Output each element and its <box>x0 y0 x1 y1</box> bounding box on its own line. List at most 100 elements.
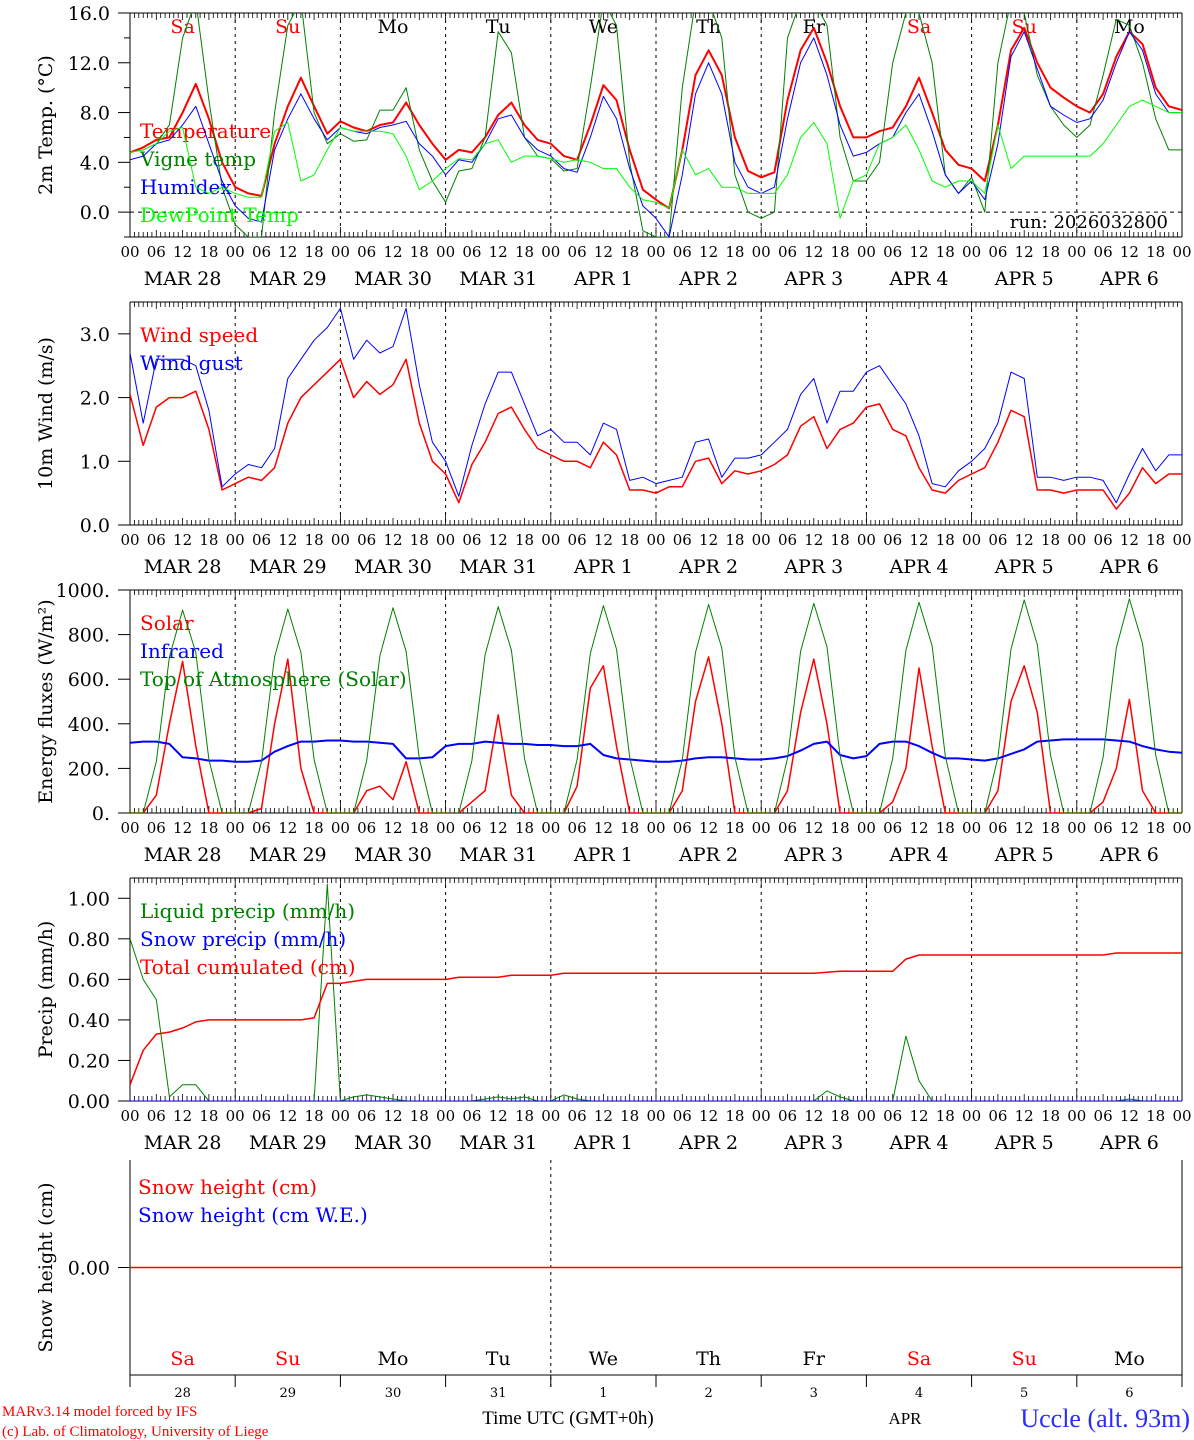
series-vigne-temp <box>130 13 1182 237</box>
hour-tick-label: 12 <box>1120 243 1139 261</box>
hour-tick-label: 18 <box>515 243 534 261</box>
hour-tick-label: 06 <box>252 819 271 837</box>
date-label: MAR 30 <box>354 268 432 290</box>
panel-3-ytick-label: 400. <box>68 714 110 736</box>
hour-tick-label: 00 <box>1067 243 1086 261</box>
hour-tick-label: 00 <box>120 243 139 261</box>
hour-tick-label: 06 <box>988 1107 1007 1125</box>
panel-3-ytick-label: 600. <box>68 669 110 691</box>
panel-4-ytick-label: 1.00 <box>68 888 110 910</box>
hour-tick-label: 18 <box>305 531 324 549</box>
date-label: APR 5 <box>994 844 1054 866</box>
date-label: MAR 31 <box>459 268 537 290</box>
hour-tick-label: 18 <box>305 1107 324 1125</box>
series-humidex <box>130 31 1182 237</box>
hour-tick-label: 18 <box>936 819 955 837</box>
date-label: APR 4 <box>889 268 949 290</box>
date-label: APR 3 <box>783 268 843 290</box>
hour-tick-label: 12 <box>278 1107 297 1125</box>
panel-4-ytick-label: 0.60 <box>68 969 110 991</box>
day-number-label: 2 <box>704 1386 712 1401</box>
date-label: MAR 28 <box>144 1132 222 1154</box>
hour-tick-label: 00 <box>541 819 560 837</box>
hour-tick-label: 06 <box>357 531 376 549</box>
hour-tick-label: 06 <box>252 531 271 549</box>
hour-tick-label: 00 <box>120 819 139 837</box>
hour-tick-label: 00 <box>120 531 139 549</box>
hour-tick-label: 06 <box>1094 1107 1113 1125</box>
hour-tick-label: 00 <box>331 819 350 837</box>
hour-tick-label: 18 <box>831 1107 850 1125</box>
hour-tick-label: 00 <box>331 1107 350 1125</box>
hour-tick-label: 06 <box>357 1107 376 1125</box>
hour-tick-label: 12 <box>594 243 613 261</box>
hour-tick-label: 00 <box>752 819 771 837</box>
hour-tick-label: 12 <box>173 243 192 261</box>
panel-2-ytick-label: 0.0 <box>80 515 110 537</box>
panel-5-ylabel: Snow height (cm) <box>35 1182 57 1352</box>
hour-tick-label: 18 <box>936 1107 955 1125</box>
hour-tick-label: 12 <box>489 531 508 549</box>
legend-top-of-atmosphere-solar-: Top of Atmosphere (Solar) <box>140 667 407 691</box>
hour-tick-label: 06 <box>1094 243 1113 261</box>
legend-vigne-temp: Vigne temp <box>139 147 256 171</box>
hour-tick-label: 12 <box>278 531 297 549</box>
hour-tick-label: 00 <box>226 243 245 261</box>
hour-tick-label: 00 <box>857 531 876 549</box>
panel-4-ytick-label: 0.20 <box>68 1050 110 1072</box>
hour-tick-label: 06 <box>462 531 481 549</box>
date-label: MAR 31 <box>459 556 537 578</box>
series-temperature <box>130 26 1182 210</box>
panel-2-ytick-label: 3.0 <box>80 324 110 346</box>
weekday-label: We <box>589 16 618 38</box>
hour-tick-label: 00 <box>541 1107 560 1125</box>
hour-tick-label: 12 <box>278 243 297 261</box>
day-number-label: 3 <box>810 1386 818 1401</box>
hour-tick-label: 18 <box>620 531 639 549</box>
hour-tick-label: 06 <box>568 1107 587 1125</box>
hour-tick-label: 18 <box>410 819 429 837</box>
hour-tick-label: 00 <box>226 531 245 549</box>
hour-tick-label: 06 <box>252 243 271 261</box>
hour-tick-label: 06 <box>1094 531 1113 549</box>
hour-tick-label: 18 <box>936 531 955 549</box>
hour-tick-label: 00 <box>541 243 560 261</box>
hour-tick-label: 06 <box>147 243 166 261</box>
date-label: MAR 29 <box>249 1132 327 1154</box>
panel-3-hour-ticks <box>129 590 1183 813</box>
date-label: APR 2 <box>678 556 738 578</box>
weekday-label: We <box>589 1348 618 1370</box>
hour-tick-label: 00 <box>857 1107 876 1125</box>
date-label: APR 6 <box>1099 1132 1159 1154</box>
hour-tick-label: 00 <box>1067 819 1086 837</box>
hour-tick-label: 06 <box>568 243 587 261</box>
hour-tick-label: 00 <box>962 531 981 549</box>
hour-tick-label: 00 <box>226 1107 245 1125</box>
hour-tick-label: 18 <box>725 1107 744 1125</box>
date-label: APR 2 <box>678 268 738 290</box>
day-number-label: 31 <box>490 1386 507 1401</box>
hour-tick-label: 12 <box>699 243 718 261</box>
run-label: run: 2026032800 <box>1010 212 1168 233</box>
hour-tick-label: 18 <box>620 1107 639 1125</box>
series-infrared <box>130 738 1182 763</box>
date-label: MAR 30 <box>354 844 432 866</box>
hour-tick-label: 18 <box>725 243 744 261</box>
day-number-label: 28 <box>174 1386 191 1401</box>
panel-3-ylabel: Energy fluxes (W/m²) <box>35 599 57 803</box>
legend-liquid-precip-mm-h-: Liquid precip (mm/h) <box>140 899 355 923</box>
hour-tick-label: 06 <box>673 819 692 837</box>
weekday-label: Fr <box>803 16 826 38</box>
hour-tick-label: 00 <box>962 243 981 261</box>
date-label: MAR 29 <box>249 844 327 866</box>
series-solar <box>130 656 1182 813</box>
date-label: APR 5 <box>994 268 1054 290</box>
series-wind-speed <box>130 358 1182 510</box>
hour-tick-label: 12 <box>804 531 823 549</box>
hour-tick-label: 18 <box>1146 531 1165 549</box>
hour-tick-label: 18 <box>725 531 744 549</box>
hour-tick-label: 12 <box>909 1107 928 1125</box>
hour-tick-label: 18 <box>831 531 850 549</box>
day-number-label: 30 <box>385 1386 402 1401</box>
hour-tick-label: 06 <box>988 243 1007 261</box>
